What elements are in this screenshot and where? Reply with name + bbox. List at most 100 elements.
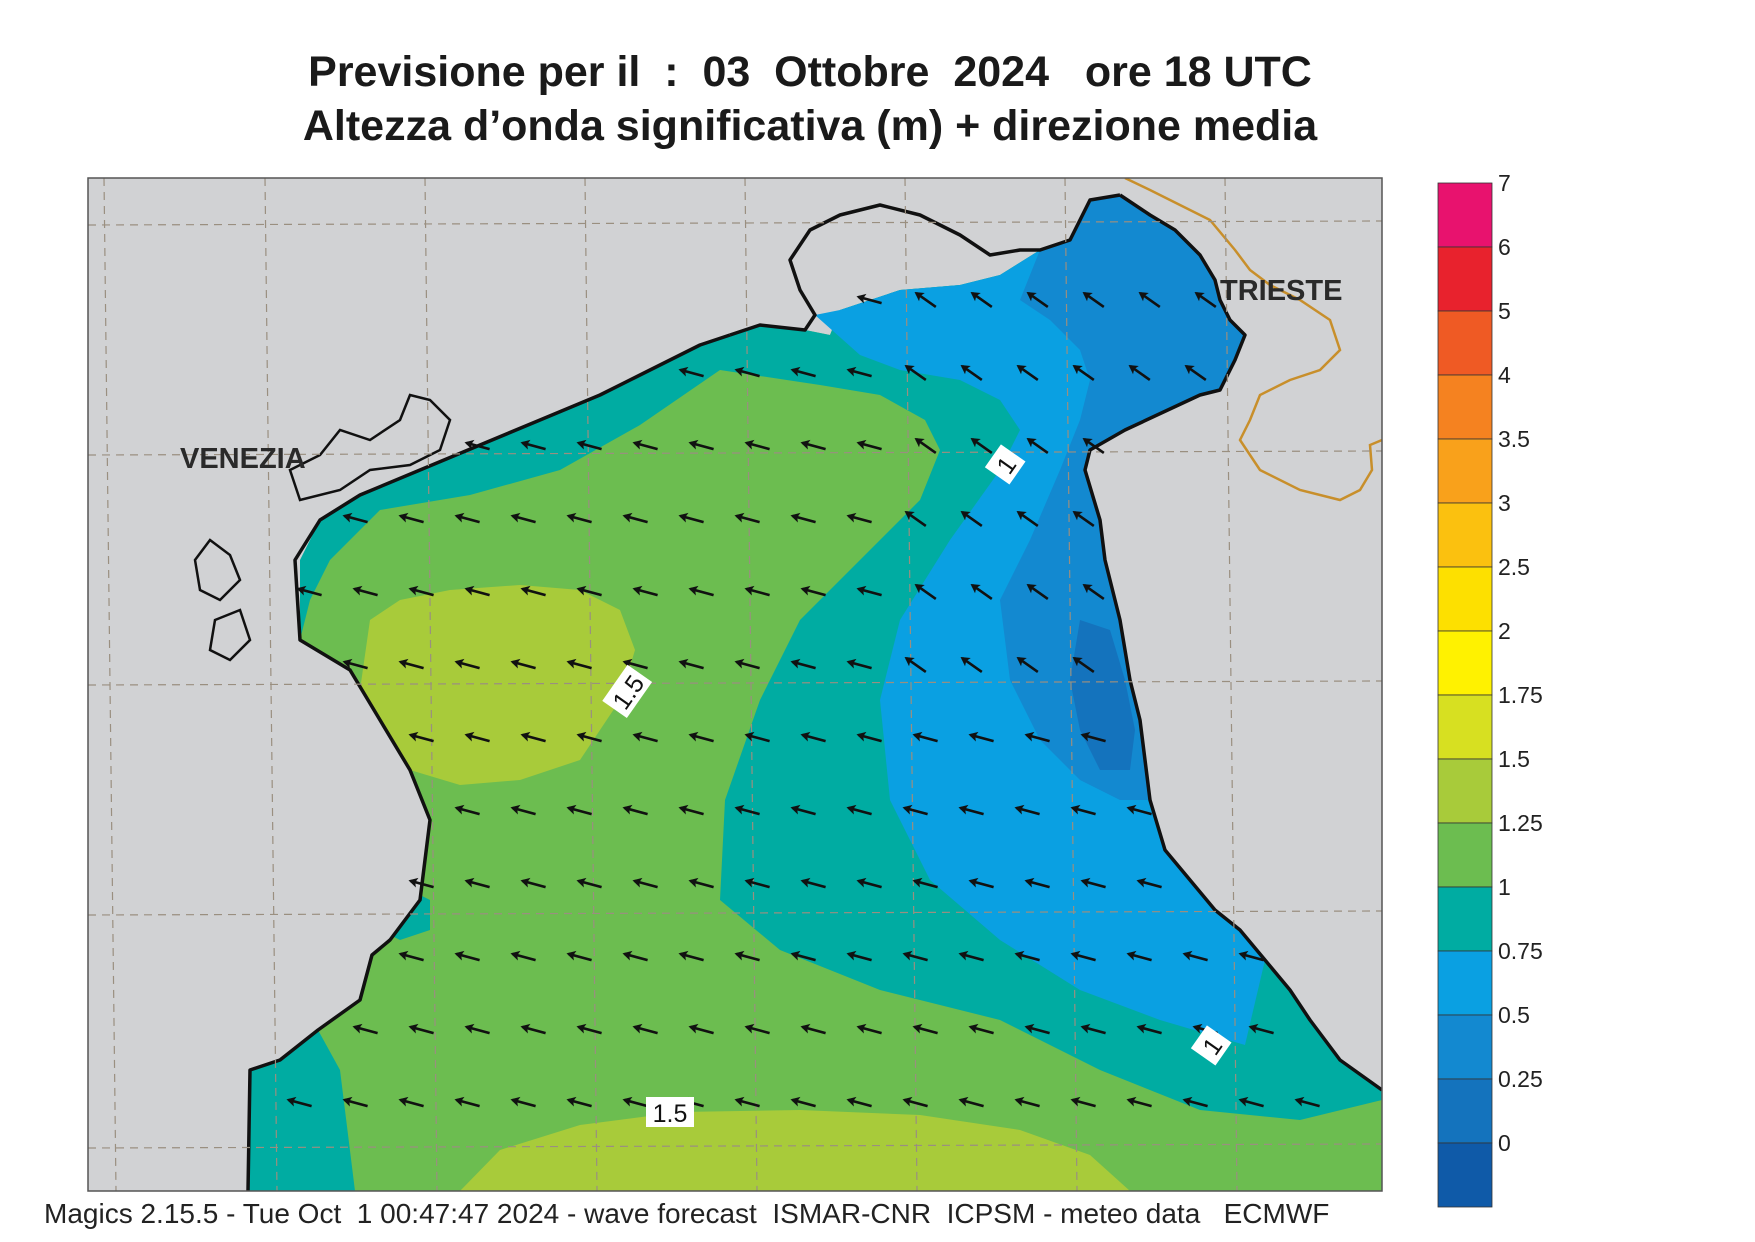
wave-arrow (912, 877, 938, 889)
wave-arrow (1194, 291, 1217, 308)
coastline-north (729, 193, 1121, 337)
wave-arrow (970, 291, 993, 308)
sea-band-blue (1000, 195, 1245, 800)
legend-label: 0.75 (1498, 938, 1543, 964)
wave-arrow (1014, 804, 1040, 816)
wave-arrow (576, 439, 602, 451)
wave-arrow (902, 1096, 928, 1108)
wave-arrow (566, 1096, 592, 1108)
wave-arrow (856, 1023, 882, 1035)
wave-direction-arrows (286, 291, 1320, 1108)
wave-arrow (688, 585, 714, 597)
legend-swatch (1437, 1142, 1493, 1208)
wave-arrow (622, 512, 648, 524)
wave-arrow (1016, 656, 1039, 673)
wave-arrow (856, 585, 882, 597)
wave-arrow (1138, 291, 1161, 308)
wave-arrow (454, 804, 480, 816)
wave-arrow (960, 364, 983, 381)
wave-arrow (678, 366, 704, 378)
wave-arrow (1014, 950, 1040, 962)
wave-arrow (454, 1096, 480, 1108)
wave-arrow (800, 585, 826, 597)
wave-arrow (678, 658, 704, 670)
wave-arrow (632, 585, 658, 597)
wave-arrow (1026, 583, 1049, 600)
wave-arrow (856, 731, 882, 743)
wave-arrow (510, 804, 536, 816)
wave-arrow (902, 804, 928, 816)
graticule-meridian (103, 178, 117, 1191)
legend-label: 3 (1498, 490, 1511, 516)
wave-arrow (454, 512, 480, 524)
legend-label: 1.75 (1498, 682, 1543, 708)
wave-arrow (902, 950, 928, 962)
wave-arrow (856, 439, 882, 451)
wave-arrow (688, 731, 714, 743)
wave-arrow (1080, 877, 1106, 889)
wave-arrow (408, 877, 434, 889)
graticule-meridian (1064, 178, 1078, 1191)
contour-label-text: 1.5 (653, 1100, 688, 1128)
legend-label: 7 (1498, 170, 1511, 196)
sea-band-darkblue (1070, 620, 1135, 770)
wave-arrow (846, 512, 872, 524)
legend-label: 1 (1498, 874, 1511, 900)
city-label-venezia: VENEZIA (180, 443, 306, 475)
wave-arrow (632, 877, 658, 889)
coastline-east (1083, 193, 1382, 1092)
wave-arrow (622, 658, 648, 670)
wave-arrow (856, 293, 882, 305)
legend-swatch (1437, 822, 1493, 888)
wave-arrow (970, 437, 993, 454)
wave-arrow (678, 950, 704, 962)
wave-arrow (342, 1096, 368, 1108)
wave-arrow (566, 950, 592, 962)
wave-arrow (846, 366, 872, 378)
border-line (1124, 178, 1382, 502)
wave-arrow (1294, 1096, 1320, 1108)
map-area: 1.5 1 1.5 1 VENEZIA TRIESTE (88, 178, 1382, 1191)
wave-arrow (1126, 950, 1152, 962)
wave-arrow (1072, 364, 1095, 381)
legend-swatch (1437, 182, 1493, 248)
wave-arrow (1136, 877, 1162, 889)
city-label-trieste: TRIESTE (1220, 275, 1342, 307)
wave-arrow (904, 656, 927, 673)
wave-arrow (454, 950, 480, 962)
wave-arrow (846, 950, 872, 962)
wave-arrow (1238, 950, 1264, 962)
wave-arrow (454, 658, 480, 670)
contour-label: 1.5 (646, 1097, 694, 1128)
wave-arrow (970, 583, 993, 600)
legend-swatch (1437, 246, 1493, 312)
legend-label: 1.5 (1498, 746, 1530, 772)
wave-arrow (510, 512, 536, 524)
legend-label: 5 (1498, 298, 1511, 324)
wave-arrow (958, 804, 984, 816)
wave-arrow (688, 439, 714, 451)
wave-arrow (912, 1023, 938, 1035)
wave-arrow (856, 877, 882, 889)
wave-arrow (744, 731, 770, 743)
wave-arrow (576, 731, 602, 743)
legend-label: 4 (1498, 362, 1511, 388)
wave-arrow (790, 804, 816, 816)
colorbar-legend: 7 6 5 4 3.5 3 2.5 2 1.75 1.5 1.25 1 0.75 0.5 0.25 0 (1437, 170, 1543, 1208)
legend-swatch (1437, 630, 1493, 696)
wave-arrow (566, 804, 592, 816)
wave-arrow (520, 731, 546, 743)
wave-arrow (960, 510, 983, 527)
graticule-parallel (88, 680, 1382, 686)
graticule-meridian (904, 178, 918, 1191)
wave-arrow (520, 585, 546, 597)
legend-swatch (1437, 886, 1493, 952)
wave-arrow (1082, 583, 1105, 600)
wave-arrow (296, 585, 322, 597)
legend-swatch (1437, 374, 1493, 440)
wave-arrow (576, 585, 602, 597)
wave-arrow (800, 877, 826, 889)
wave-arrow (510, 658, 536, 670)
wave-arrow (958, 950, 984, 962)
